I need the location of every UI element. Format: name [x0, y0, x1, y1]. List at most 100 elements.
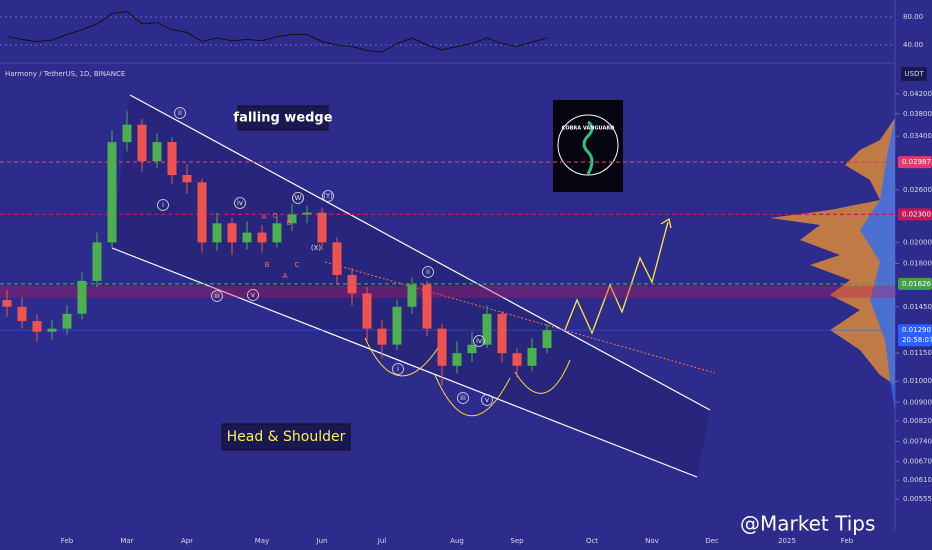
candle-body	[107, 142, 117, 243]
volume-profile-value-area	[860, 118, 895, 410]
logo-ring	[557, 114, 619, 176]
y-tick-label: 0.00900	[903, 398, 932, 406]
candle-body	[317, 212, 327, 243]
wave-label-ring	[392, 363, 404, 375]
y-tick-label: 0.02000	[903, 238, 932, 246]
candle-body	[137, 124, 147, 162]
logo	[553, 100, 623, 192]
candle-body	[287, 214, 297, 224]
candle-body	[272, 223, 282, 243]
wave-label-ring	[174, 107, 186, 119]
wave-label: C	[273, 212, 278, 220]
y-tick-label: 0.04200	[903, 90, 932, 98]
candle-body	[482, 313, 492, 345]
resistance-band	[0, 285, 895, 298]
x-tick-label: Oct	[586, 537, 598, 545]
wave-label-ring	[247, 289, 259, 301]
wave-label-ring	[457, 392, 469, 404]
wedge-label-box	[237, 105, 329, 131]
y-tick-label: 0.01000	[903, 377, 932, 385]
y-tick-label: 0.00670	[903, 457, 932, 465]
logo-text: COBRA VANGUARD	[562, 126, 615, 132]
candle-body	[527, 348, 537, 366]
wave-label: A	[283, 272, 288, 280]
x-tick-label: Aug	[450, 537, 464, 545]
candle-body	[362, 293, 372, 329]
price-line-tag	[898, 156, 932, 169]
candle-body	[332, 242, 342, 275]
candle-body	[512, 353, 522, 366]
x-tick-label: Jul	[377, 537, 387, 545]
wave-label-ring	[292, 192, 304, 204]
candle-body	[437, 328, 447, 366]
last-price-label: 0.01290	[902, 326, 931, 334]
candle-body	[497, 313, 507, 354]
candle-body	[17, 306, 27, 322]
symbol-title: Harmony / TetherUS, 1D, BINANCE	[5, 70, 125, 78]
wedge-label: falling wedge	[233, 111, 332, 126]
x-tick-label: Feb	[841, 537, 854, 545]
last-price-tag	[898, 324, 932, 347]
wave-label-ring	[481, 394, 493, 406]
candle-body	[152, 142, 162, 162]
price-line-label: 0.02987	[902, 158, 931, 166]
wave-label: (Y)	[323, 192, 333, 200]
y-tick-label: 0.00740	[903, 437, 932, 445]
wave-label-ring	[422, 266, 434, 278]
x-tick-label: Apr	[181, 537, 193, 545]
x-tick-label: 2025	[778, 537, 796, 545]
wave-label: (W)	[292, 194, 305, 202]
candle-body	[227, 223, 237, 243]
wedge-lower	[111, 247, 698, 478]
x-tick-label: Jun	[316, 537, 328, 545]
y-tick-label: 0.01450	[903, 303, 932, 311]
price-line-label: 0.01626	[902, 280, 931, 288]
wave-label-ring	[473, 335, 485, 347]
y-tick-label: 0.00555	[903, 495, 932, 503]
wave-label: C	[295, 261, 300, 269]
candle-body	[392, 306, 402, 345]
y-tick-label: 0.00820	[903, 417, 932, 425]
wave-label: v	[485, 396, 489, 404]
candle-body	[197, 182, 207, 243]
wave-label: (X)	[311, 244, 322, 252]
candle-body	[77, 280, 87, 314]
rsi-tick-label: 80.00	[903, 13, 923, 21]
currency-box	[901, 67, 927, 81]
candle-body	[92, 242, 102, 281]
wave-label: i	[162, 201, 164, 209]
x-tick-label: Feb	[61, 537, 74, 545]
watermark: @Market Tips	[740, 512, 875, 536]
candle-body	[122, 124, 132, 143]
candle-body	[32, 321, 42, 332]
x-tick-label: Nov	[645, 537, 659, 545]
x-tick-label: May	[255, 537, 269, 545]
y-tick-label: 0.00610	[903, 476, 932, 484]
candle-body	[47, 328, 57, 332]
y-tick-label: 0.03400	[903, 132, 932, 140]
rsi-line	[6, 10, 548, 53]
pattern-label: Head & Shoulder	[227, 429, 346, 445]
x-tick-label: Sep	[510, 537, 524, 545]
price-line-tag	[898, 208, 932, 221]
wave-label: iv	[237, 199, 243, 207]
y-tick-label: 0.02600	[903, 186, 932, 194]
price-line-tag	[898, 277, 932, 290]
candle-body	[377, 328, 387, 345]
candle-body	[467, 344, 477, 354]
countdown: 20:58:07	[902, 336, 932, 344]
candle-body	[542, 330, 552, 349]
pattern-label-box	[221, 423, 351, 451]
wedge-upper	[129, 94, 711, 411]
candle-body	[2, 299, 12, 307]
wave-label: A	[262, 213, 267, 221]
wave-label-ring	[157, 199, 169, 211]
candle-body	[167, 142, 177, 176]
wave-label: ii	[178, 109, 182, 117]
candle-body	[257, 232, 267, 243]
volume-profile	[770, 118, 895, 385]
y-tick-label: 0.01800	[903, 259, 932, 267]
wave-label: iv	[476, 337, 482, 345]
y-tick-label: 0.03800	[903, 110, 932, 118]
